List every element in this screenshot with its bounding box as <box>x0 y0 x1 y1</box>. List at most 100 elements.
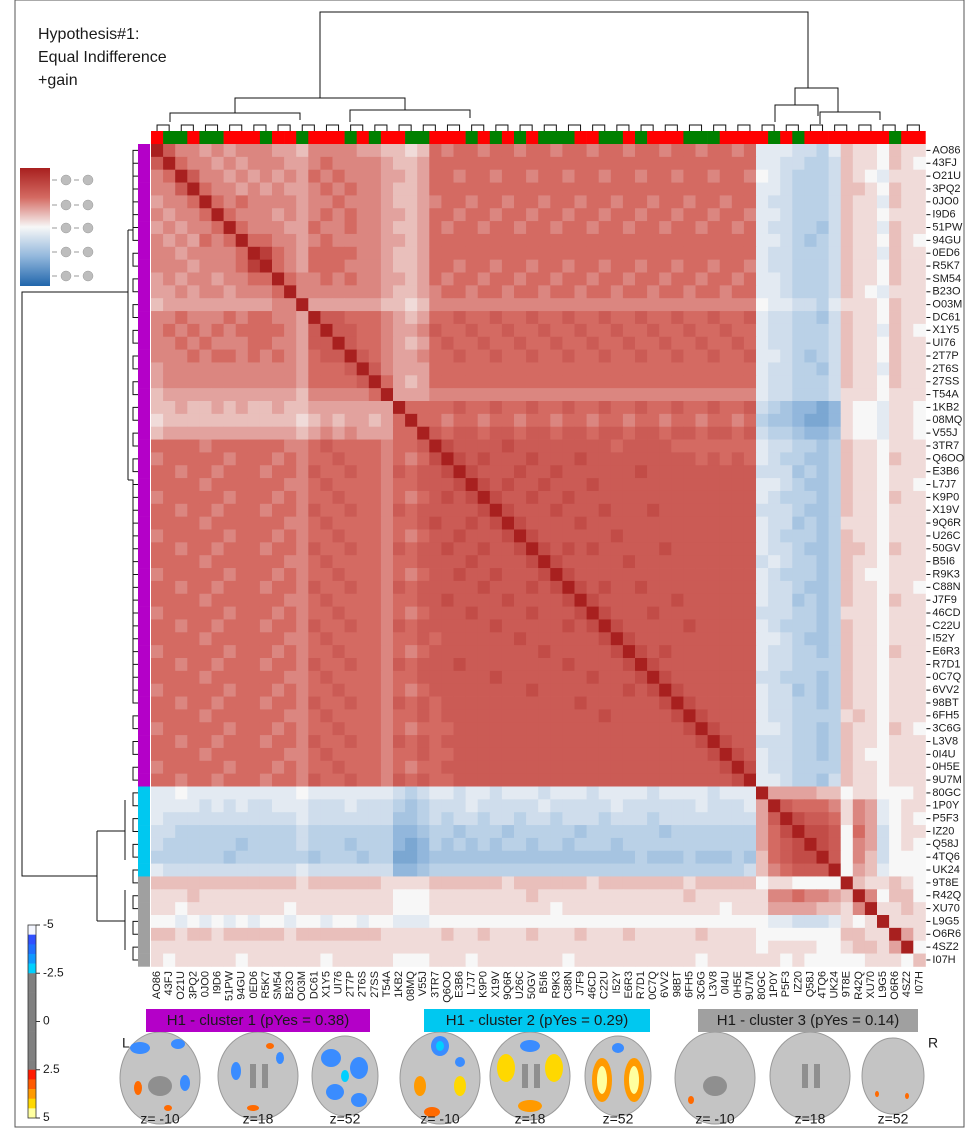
heatmap-cell <box>780 233 793 248</box>
heatmap-cell <box>199 233 212 248</box>
heatmap-cell <box>477 837 491 852</box>
heatmap-cell <box>792 555 805 569</box>
heatmap-cell <box>368 503 382 518</box>
heatmap-cell <box>743 413 757 428</box>
heatmap-cell <box>235 825 249 839</box>
heatmap-cell <box>465 568 479 582</box>
heatmap-cell <box>889 850 902 864</box>
heatmap-cell <box>259 773 273 787</box>
heatmap-cell <box>598 208 612 222</box>
heatmap-cell <box>259 837 273 852</box>
heatmap-cell <box>199 902 212 916</box>
heatmap-cell <box>477 940 491 954</box>
heatmap-cell <box>756 645 769 659</box>
heatmap-cell <box>562 915 575 929</box>
heatmap-cell <box>550 465 563 479</box>
column-group-strip <box>368 131 382 144</box>
heatmap-cell <box>647 439 660 453</box>
heatmap-cell <box>792 221 805 235</box>
heatmap-cell <box>380 452 394 466</box>
heatmap-cell <box>828 645 842 659</box>
heatmap-cell <box>514 298 527 312</box>
heatmap-cell <box>852 182 866 196</box>
heatmap-cell <box>635 940 648 954</box>
heatmap-cell <box>647 465 660 479</box>
heatmap-cell <box>877 902 890 916</box>
heatmap-cell <box>272 478 285 492</box>
heatmap-cell <box>320 156 333 171</box>
heatmap-cell <box>610 580 624 595</box>
heatmap-cell <box>223 555 237 569</box>
heatmap-cell <box>453 632 466 646</box>
heatmap-cell <box>163 696 176 710</box>
heatmap-cell <box>610 413 624 428</box>
column-group-strip <box>598 131 612 144</box>
heatmap-cell <box>695 465 708 479</box>
heatmap-cell <box>804 902 817 916</box>
heatmap-cell <box>743 632 757 646</box>
heatmap-cell <box>647 696 660 710</box>
dendrogram-branch <box>688 124 703 131</box>
heatmap-cell <box>913 144 926 158</box>
heatmap-cell <box>356 542 370 556</box>
row-label: J7F9 <box>932 594 956 606</box>
heatmap-cell <box>175 696 188 710</box>
heatmap-cell <box>151 298 164 312</box>
heatmap-cell <box>743 311 757 325</box>
heatmap-cell <box>211 645 224 659</box>
heatmap-cell <box>598 401 612 415</box>
heatmap-cell <box>622 555 636 569</box>
heatmap-cell <box>707 593 721 607</box>
heatmap-cell <box>743 452 757 466</box>
heatmap-cell <box>187 658 200 672</box>
heatmap-cell <box>441 323 454 338</box>
heatmap-cell <box>574 388 587 402</box>
heatmap-cell <box>913 786 926 800</box>
heatmap-cell <box>344 915 358 929</box>
heatmap-cell <box>211 503 224 518</box>
heatmap-cell <box>247 413 261 428</box>
heatmap-cell <box>393 478 406 492</box>
heatmap-cell <box>393 760 406 775</box>
heatmap-cell <box>429 555 442 569</box>
heatmap-cell <box>707 683 721 697</box>
heatmap-cell <box>284 452 297 466</box>
heatmap-cell <box>187 606 200 620</box>
heatmap-cell <box>151 863 164 877</box>
heatmap-cell <box>622 799 636 813</box>
heatmap-cell <box>647 927 660 942</box>
heatmap-cell <box>695 503 708 518</box>
heatmap-cell <box>199 773 212 787</box>
heatmap-cell <box>586 825 600 839</box>
heatmap-cell <box>187 465 200 479</box>
colorbar-segment <box>28 1021 36 1032</box>
heatmap-cell <box>864 927 878 942</box>
heatmap-cell <box>356 786 370 800</box>
heatmap-cell <box>828 439 842 453</box>
heatmap-cell <box>259 645 273 659</box>
heatmap-cell <box>768 619 781 633</box>
heatmap-cell <box>296 722 309 736</box>
heatmap-cell <box>719 568 733 582</box>
heatmap-cell <box>284 323 297 338</box>
heatmap-cell <box>635 735 648 749</box>
heatmap-cell <box>562 490 575 505</box>
heatmap-cell <box>187 799 200 813</box>
heatmap-cell <box>356 349 370 363</box>
heatmap-cell <box>465 375 479 389</box>
heatmap <box>151 144 926 967</box>
heatmap-cell <box>816 799 829 813</box>
heatmap-cell <box>574 863 587 877</box>
heatmap-cell <box>743 465 757 479</box>
heatmap-cell <box>683 452 696 466</box>
heatmap-cell <box>901 465 914 479</box>
heatmap-cell <box>731 426 745 440</box>
heatmap-cell <box>574 915 587 929</box>
row-label: 4SZ2 <box>932 941 958 953</box>
heatmap-cell <box>344 747 358 762</box>
heatmap-cell <box>284 182 297 196</box>
heatmap-cell <box>332 709 345 723</box>
heatmap-cell <box>235 927 249 942</box>
heatmap-cell <box>308 221 321 235</box>
heatmap-cell <box>671 413 684 428</box>
